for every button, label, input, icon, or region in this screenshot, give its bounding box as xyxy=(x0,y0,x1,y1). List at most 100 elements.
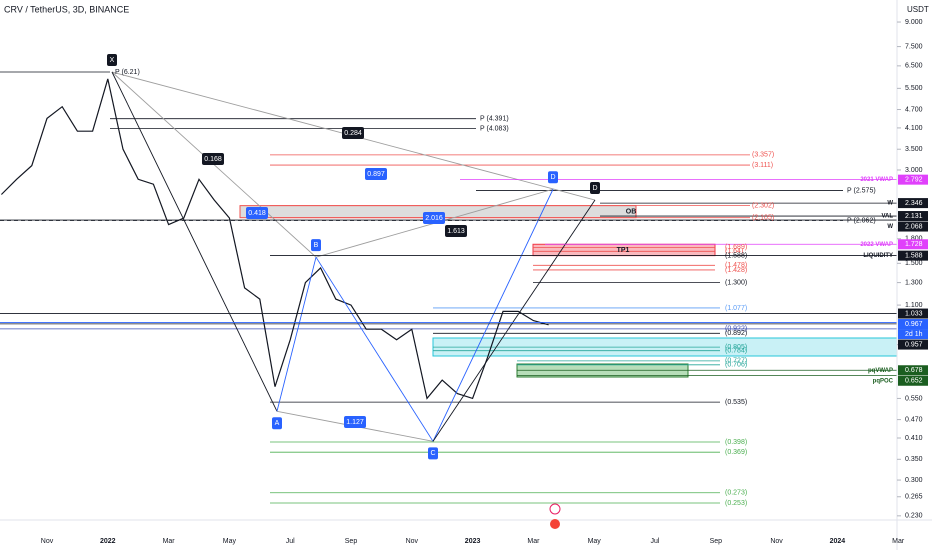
x-tick-label: May xyxy=(223,538,237,545)
level-label: P (2.062) xyxy=(847,217,876,224)
pattern-point-label: D xyxy=(592,185,597,192)
pattern-point xyxy=(311,239,321,252)
event-icon[interactable] xyxy=(550,519,560,529)
pattern-point xyxy=(590,182,600,195)
price-tag-label: 2.068 xyxy=(905,223,923,230)
axis-unit: USDT xyxy=(907,5,929,14)
pattern-leg xyxy=(432,189,554,442)
y-tick-label: 0.230 xyxy=(905,513,923,520)
y-tick-label: 6.500 xyxy=(905,63,923,70)
level-label: (0.892) xyxy=(725,330,747,337)
level-label: (0.535) xyxy=(725,399,747,406)
price-tag xyxy=(898,375,928,386)
plot-area xyxy=(0,71,897,504)
price-tag-name: pqVWAP xyxy=(868,368,893,374)
x-tick-label: May xyxy=(588,538,602,545)
price-tag-label: 1.728 xyxy=(905,241,923,248)
level-label: (0.727) xyxy=(725,358,747,365)
pattern-leg xyxy=(432,199,596,442)
level-label: (3.111) xyxy=(752,162,773,169)
level-label: P (6.21) xyxy=(115,69,140,76)
price-tag-name: W xyxy=(887,201,893,207)
x-tick-label: Sep xyxy=(345,538,358,545)
y-tick-label: 1.300 xyxy=(905,279,923,286)
price-tag-name: 2021 VWAP xyxy=(860,177,893,183)
level-label: (0.805) xyxy=(725,344,747,351)
price-line xyxy=(0,78,549,400)
ratio-box xyxy=(246,207,268,219)
ratio-label: 0.897 xyxy=(367,171,385,178)
level-label: (1.300) xyxy=(725,279,747,286)
pattern-point-label: C xyxy=(430,450,435,457)
x-tick-label: Jul xyxy=(651,538,660,545)
ratio-label: 0.284 xyxy=(344,130,362,137)
level-label: (1.689) xyxy=(725,244,747,251)
x-tick-label: Sep xyxy=(710,538,723,545)
level-label: P (4.083) xyxy=(480,125,509,132)
y-tick-label: 0.410 xyxy=(905,435,923,442)
pattern-point-label: D xyxy=(550,174,555,181)
pattern-point-label: X xyxy=(110,57,115,64)
level-label: (1.588) xyxy=(725,252,747,259)
pattern-leg xyxy=(111,71,278,412)
level-label: (2.302) xyxy=(752,202,774,209)
x-tick-label: Nov xyxy=(41,538,54,545)
pattern-point-label: B xyxy=(314,242,319,249)
ratio-box xyxy=(365,168,387,180)
x-tick-label: Jul xyxy=(286,538,295,545)
price-tag xyxy=(898,198,928,209)
y-tick-label: 1.800 xyxy=(905,236,923,243)
ratio-box xyxy=(423,212,445,224)
price-tag xyxy=(898,211,928,222)
event-icon[interactable] xyxy=(549,503,561,515)
ratio-label: 0.168 xyxy=(204,156,222,163)
price-tag xyxy=(898,308,928,319)
x-tick-label: 2024 xyxy=(830,538,846,545)
level-label: P (4.391) xyxy=(480,116,509,123)
y-tick-label: 0.265 xyxy=(905,494,923,501)
y-tick-label: 4.100 xyxy=(905,125,923,132)
x-tick-label: 2023 xyxy=(465,538,481,545)
level-label: (0.273) xyxy=(725,490,747,497)
price-tag-label: 0.967 xyxy=(905,321,923,328)
price-tag xyxy=(898,365,928,376)
level-label: (0.706) xyxy=(725,362,747,369)
countdown-tag xyxy=(898,329,928,340)
ratio-box xyxy=(344,416,366,428)
price-tag xyxy=(898,319,928,330)
y-tick-label: 0.550 xyxy=(905,395,923,402)
level-label: (1.077) xyxy=(725,305,747,312)
price-tag xyxy=(898,250,928,261)
y-tick-label: 0.300 xyxy=(905,477,923,484)
y-tick-label: 1.500 xyxy=(905,260,923,267)
pattern-leg xyxy=(276,257,317,412)
price-tag-name: pqPOC xyxy=(873,378,894,384)
y-tick-label: 9.000 xyxy=(905,19,923,26)
level-label: (0.784) xyxy=(725,348,747,355)
price-tag xyxy=(898,339,928,350)
y-tick-label: 0.350 xyxy=(905,456,923,463)
level-label: (1.478) xyxy=(725,262,747,269)
x-tick-label: 2022 xyxy=(100,538,116,545)
x-tick-label: Nov xyxy=(406,538,419,545)
price-tag-name: VAL xyxy=(881,214,893,220)
pattern-point xyxy=(548,171,558,184)
price-tag-label: 0.652 xyxy=(905,378,923,385)
ratio-label: 2.016 xyxy=(425,215,443,222)
pattern-point xyxy=(272,417,282,430)
price-tag xyxy=(898,174,928,185)
ratio-box xyxy=(342,127,364,139)
level-label: (1.64) xyxy=(725,248,743,255)
price-tag-name: 2022 VWAP xyxy=(860,242,893,248)
level-label: (2.105) xyxy=(752,215,774,222)
chart-title: CRV / TetherUS, 3D, BINANCE xyxy=(4,4,129,14)
y-tick-label: 3.500 xyxy=(905,146,923,153)
price-tag-label: 1.033 xyxy=(905,310,923,317)
y-tick-label: 3.000 xyxy=(905,167,923,174)
price-tag-name: W xyxy=(887,224,893,230)
y-tick-label: 4.700 xyxy=(905,106,923,113)
price-tag-label: 0.957 xyxy=(905,341,923,348)
price-tag-label: 0.678 xyxy=(905,367,923,374)
